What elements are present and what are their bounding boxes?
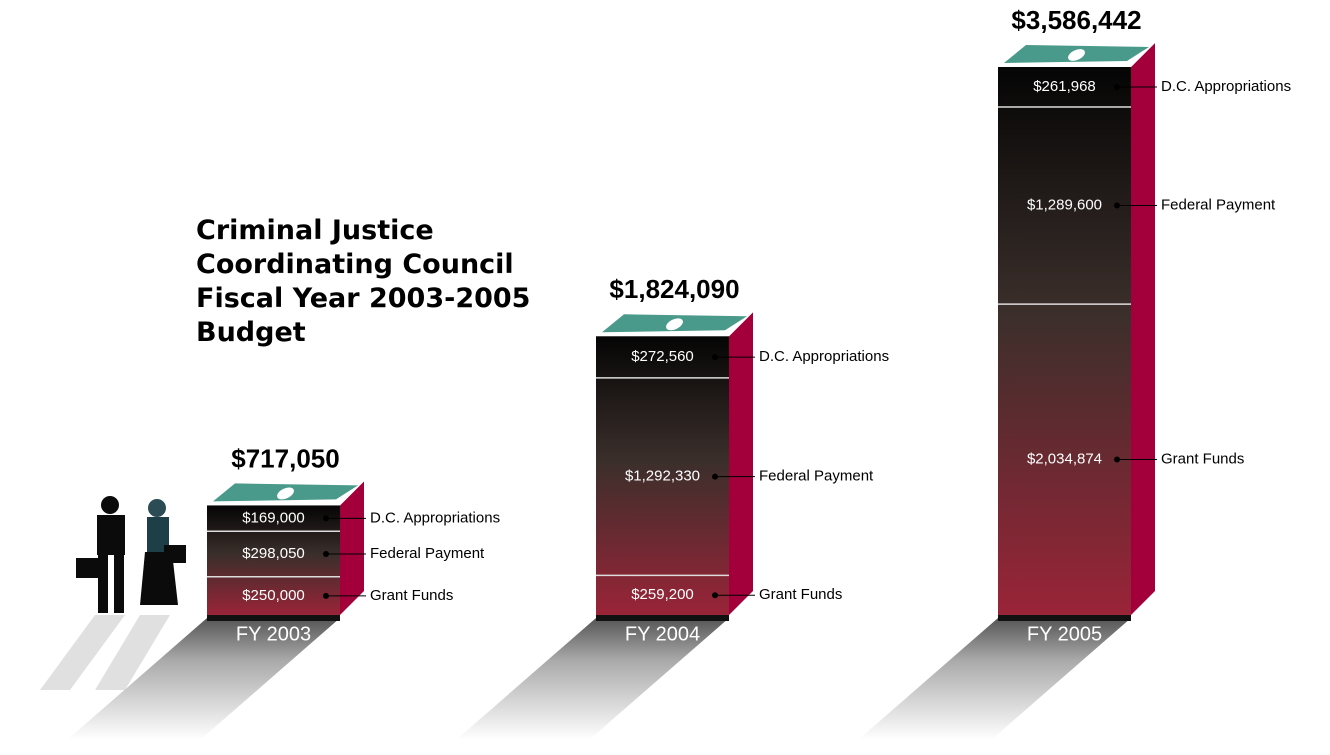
series-label: Grant Funds [370, 587, 453, 604]
value-label: $250,000 [242, 587, 305, 604]
total-label: $717,050 [231, 443, 339, 473]
page: FY 2003 $717,050 $250,000 Grant Funds $298,0… [0, 0, 1330, 755]
series-label: Federal Payment [759, 468, 874, 485]
series-label: D.C. Appropriations [370, 509, 500, 526]
series-label: D.C. Appropriations [759, 348, 889, 365]
total-label: $1,824,090 [609, 274, 739, 304]
floor-band [596, 615, 729, 621]
value-label: $261,968 [1033, 78, 1096, 95]
value-label: $259,200 [631, 586, 694, 603]
value-label: $2,034,874 [1027, 451, 1102, 468]
series-label: Federal Payment [370, 545, 485, 562]
value-label: $298,050 [242, 545, 305, 562]
bar-side [729, 312, 753, 615]
value-label: $1,292,330 [625, 468, 700, 485]
chart: FY 2003 $717,050 $250,000 Grant Funds $298,0… [0, 0, 1330, 755]
value-label: $1,289,600 [1027, 197, 1102, 214]
bar-side [1131, 43, 1155, 615]
x-tick-label: FY 2003 [236, 623, 311, 645]
series-label: D.C. Appropriations [1161, 78, 1291, 95]
total-label: $3,586,442 [1011, 5, 1141, 35]
value-label: $272,560 [631, 348, 694, 365]
value-label: $169,000 [242, 509, 305, 526]
series-label: Federal Payment [1161, 197, 1276, 214]
series-label: Grant Funds [1161, 451, 1244, 468]
floor-band [998, 615, 1131, 621]
x-tick-label: FY 2005 [1027, 623, 1102, 645]
floor-band [207, 615, 340, 621]
x-tick-label: FY 2004 [625, 623, 700, 645]
chart-title: Criminal Justice Coordinating Council Fi… [196, 214, 536, 350]
series-label: Grant Funds [759, 586, 842, 603]
